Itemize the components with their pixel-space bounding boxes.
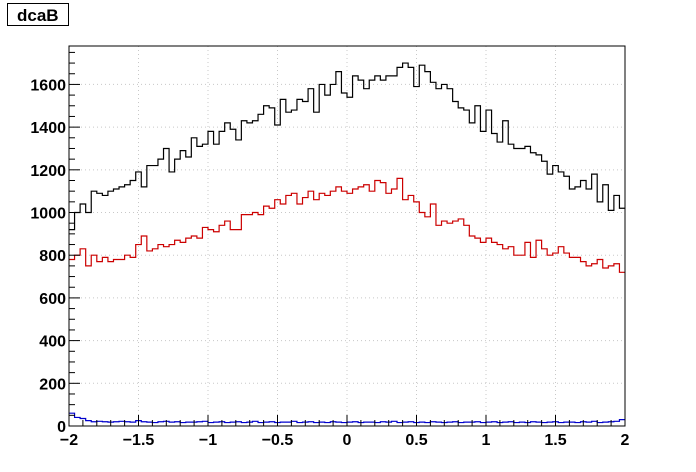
y-axis-tick-labels: 0 200 400 600 800 1000 1200 1400 1600 — [30, 77, 66, 436]
y-tick-label: 1600 — [30, 77, 66, 94]
grid-lines — [68, 46, 626, 427]
x-tick-label: −0.5 — [262, 432, 294, 449]
histogram-series-2 — [69, 177, 625, 273]
x-axis-tick-labels: −2 −1.5 −1 −0.5 0 0.5 1 1.5 2 — [60, 432, 630, 449]
y-tick-label: 0 — [57, 419, 66, 436]
y-tick-label: 1000 — [30, 206, 66, 223]
y-tick-label: 400 — [39, 334, 66, 351]
y-tick-label: 1200 — [30, 163, 66, 180]
x-tick-label: −1 — [199, 432, 217, 449]
x-tick-label: 1.5 — [544, 432, 566, 449]
y-tick-label: 1400 — [30, 120, 66, 137]
y-tick-label: 200 — [39, 376, 66, 393]
y-tick-label: 600 — [39, 291, 66, 308]
histogram-series-1 — [69, 62, 625, 231]
x-tick-label: 0.5 — [405, 432, 427, 449]
y-axis-ticks — [69, 51, 80, 427]
x-tick-label: 2 — [621, 432, 630, 449]
x-tick-label: −2 — [60, 432, 78, 449]
x-tick-label: 0 — [343, 432, 352, 449]
x-tick-label: −1.5 — [123, 432, 155, 449]
x-tick-label: 1 — [482, 432, 491, 449]
y-tick-label: 800 — [39, 248, 66, 265]
chart-title: dcaB — [7, 3, 69, 26]
x-axis-ticks — [68, 415, 626, 426]
